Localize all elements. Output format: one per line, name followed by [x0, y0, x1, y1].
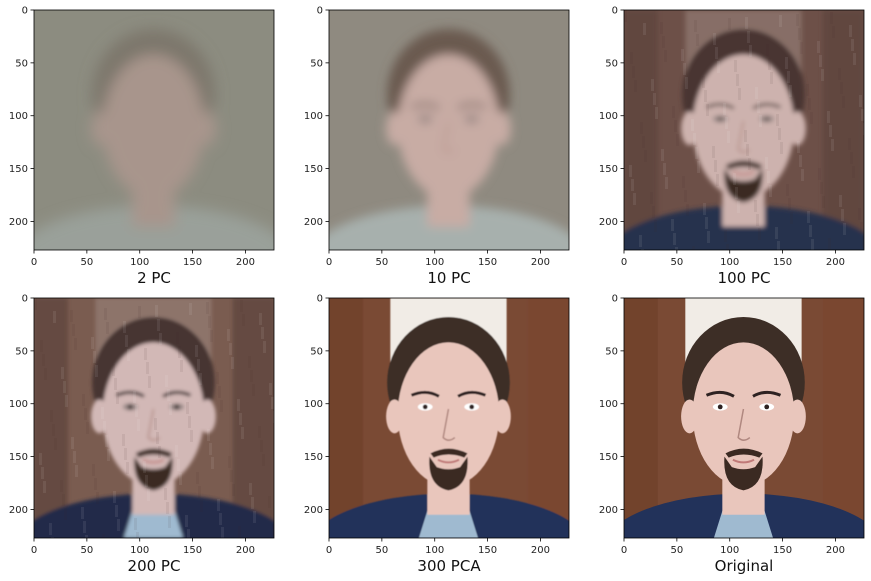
y-tick-label: 50: [605, 58, 618, 69]
x-tick-label: 0: [326, 257, 332, 268]
y-tick-label: 150: [599, 164, 618, 175]
y-tick-label: 150: [304, 164, 323, 175]
axes-frame: [328, 297, 570, 539]
image-6: [624, 298, 864, 538]
y-tick-label: 100: [304, 111, 323, 122]
x-tick-label: 200: [826, 545, 845, 556]
y-tick-label: 150: [9, 164, 28, 175]
x-tick-label: 150: [478, 257, 497, 268]
subplot-6: 0 50 100 150 200 0 50 100 150 200 Original: [599, 294, 865, 575]
x-tick-label: 150: [773, 545, 792, 556]
subplot-title: Original: [715, 557, 774, 575]
y-tick-label: 100: [9, 111, 28, 122]
x-tick-label: 50: [670, 545, 683, 556]
x-tick-label: 150: [773, 257, 792, 268]
x-tick-label: 150: [478, 545, 497, 556]
y-tick-label: 200: [304, 505, 323, 516]
x-tick-label: 100: [720, 257, 739, 268]
x-tick-label: 0: [326, 545, 332, 556]
x-tick-label: 0: [31, 545, 37, 556]
y-tick-label: 100: [304, 399, 323, 410]
x-tick-label: 200: [531, 257, 550, 268]
x-tick-label: 100: [130, 257, 149, 268]
y-tick-label: 200: [9, 217, 28, 228]
axes-frame: [623, 297, 865, 539]
y-tick-label: 50: [605, 346, 618, 357]
image-2: [329, 10, 569, 250]
image-3: [624, 10, 864, 250]
subplot-title: 100 PC: [718, 269, 771, 287]
axes-frame: [623, 9, 865, 251]
x-tick-label: 50: [80, 545, 93, 556]
subplot-1: 0 50 100 150 200 0 50 100 150 200 2 PC: [9, 6, 275, 287]
y-tick-label: 0: [612, 6, 618, 17]
x-tick-label: 200: [236, 257, 255, 268]
y-tick-label: 0: [22, 294, 28, 305]
subplot-title: 200 PC: [128, 557, 181, 575]
x-tick-label: 150: [183, 545, 202, 556]
x-tick-label: 100: [720, 545, 739, 556]
x-tick-label: 100: [425, 545, 444, 556]
x-tick-label: 100: [130, 545, 149, 556]
x-tick-label: 50: [80, 257, 93, 268]
y-tick-label: 200: [599, 505, 618, 516]
y-tick-label: 200: [304, 217, 323, 228]
y-tick-label: 50: [15, 346, 28, 357]
y-tick-label: 100: [599, 111, 618, 122]
x-tick-label: 0: [621, 545, 627, 556]
x-tick-label: 0: [621, 257, 627, 268]
axes-frame: [328, 9, 570, 251]
x-tick-label: 200: [236, 545, 255, 556]
x-tick-label: 100: [425, 257, 444, 268]
subplot-2: 0 50 100 150 200 0 50 100 150 200 10 PC: [304, 6, 570, 287]
x-tick-label: 150: [183, 257, 202, 268]
y-tick-label: 150: [9, 452, 28, 463]
image-1: [34, 10, 274, 250]
image-5: [329, 298, 569, 538]
subplot-title: 300 PCA: [417, 557, 481, 575]
x-tick-label: 200: [531, 545, 550, 556]
x-tick-label: 200: [826, 257, 845, 268]
y-tick-label: 50: [310, 58, 323, 69]
y-tick-label: 150: [599, 452, 618, 463]
x-tick-label: 50: [670, 257, 683, 268]
subplot-title: 10 PC: [427, 269, 470, 287]
y-tick-label: 100: [599, 399, 618, 410]
axes-frame: [33, 297, 275, 539]
y-tick-label: 0: [317, 294, 323, 305]
x-tick-label: 50: [375, 257, 388, 268]
y-tick-label: 150: [304, 452, 323, 463]
x-tick-label: 0: [31, 257, 37, 268]
axes-frame: [33, 9, 275, 251]
y-tick-label: 200: [9, 505, 28, 516]
y-tick-label: 50: [15, 58, 28, 69]
subplot-title: 2 PC: [137, 269, 171, 287]
y-tick-label: 100: [9, 399, 28, 410]
subplot-3: 0 50 100 150 200 0 50 100 150 200 100 PC: [599, 6, 865, 287]
image-4: [34, 298, 274, 538]
y-tick-label: 0: [612, 294, 618, 305]
y-tick-label: 0: [317, 6, 323, 17]
y-tick-label: 50: [310, 346, 323, 357]
subplot-5: 0 50 100 150 200 0 50 100 150 200 300 PCA: [304, 294, 570, 575]
y-tick-label: 200: [599, 217, 618, 228]
y-tick-label: 0: [22, 6, 28, 17]
x-tick-label: 50: [375, 545, 388, 556]
subplot-4: 0 50 100 150 200 0 50 100 150 200 200 PC: [9, 294, 275, 575]
